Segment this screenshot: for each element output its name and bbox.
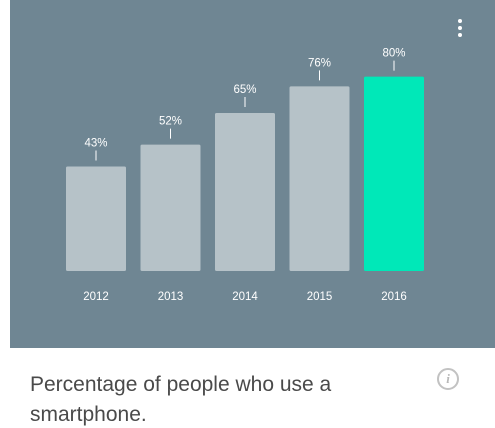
more-options-icon[interactable] bbox=[448, 14, 472, 42]
x-tick-label-2013: 2013 bbox=[158, 291, 184, 303]
x-tick-label-2014: 2014 bbox=[232, 291, 258, 303]
x-tick-label-2016: 2016 bbox=[381, 291, 407, 303]
info-icon[interactable]: i bbox=[437, 368, 459, 390]
value-label-2016: 80% bbox=[382, 48, 405, 60]
chart-caption: Percentage of people who use a smartphon… bbox=[30, 373, 332, 426]
chart-panel: 43% 2012 52% 2013 65% 2014 76% 2015 80% 2016 bbox=[10, 0, 495, 348]
chart-card: 43% 2012 52% 2013 65% 2014 76% 2015 80% 2016 Perc… bbox=[10, 0, 495, 428]
value-label-2014: 65% bbox=[233, 84, 256, 96]
bar-2016 bbox=[364, 76, 424, 271]
value-label-2013: 52% bbox=[159, 116, 182, 128]
value-label-2015: 76% bbox=[308, 57, 331, 69]
value-label-2012: 43% bbox=[84, 138, 107, 150]
bar-2013 bbox=[140, 144, 201, 271]
bar-2014 bbox=[215, 113, 275, 271]
bar-chart: 43% 2012 52% 2013 65% 2014 76% 2015 80% 2016 bbox=[66, 48, 424, 303]
x-tick-label-2015: 2015 bbox=[307, 291, 333, 303]
bar-2012 bbox=[66, 166, 126, 271]
x-tick-label-2012: 2012 bbox=[83, 291, 109, 303]
bar-2015 bbox=[289, 86, 350, 271]
